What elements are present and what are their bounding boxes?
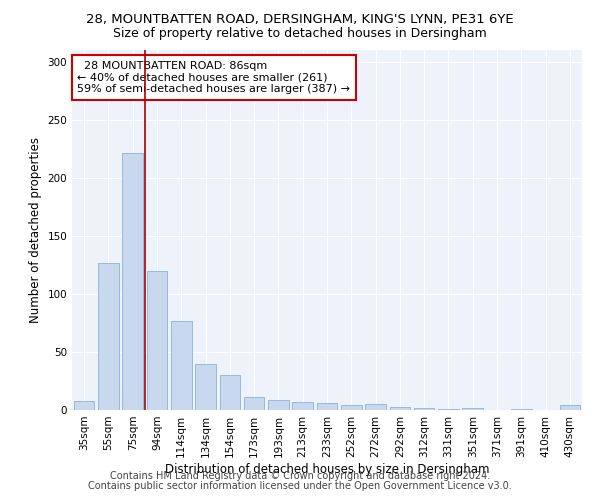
Text: 28 MOUNTBATTEN ROAD: 86sqm
← 40% of detached houses are smaller (261)
59% of sem: 28 MOUNTBATTEN ROAD: 86sqm ← 40% of deta…	[77, 61, 350, 94]
Text: Contains HM Land Registry data © Crown copyright and database right 2024.: Contains HM Land Registry data © Crown c…	[110, 471, 490, 481]
Bar	[365, 404, 386, 410]
Bar	[414, 408, 434, 410]
Text: Contains public sector information licensed under the Open Government Licence v3: Contains public sector information licen…	[88, 481, 512, 491]
Bar	[146, 270, 167, 410]
Bar	[463, 408, 483, 410]
Bar	[341, 406, 362, 410]
Bar	[389, 406, 410, 410]
Bar	[74, 400, 94, 410]
Bar	[171, 320, 191, 410]
Bar	[438, 409, 459, 410]
Y-axis label: Number of detached properties: Number of detached properties	[29, 137, 42, 323]
Text: 28, MOUNTBATTEN ROAD, DERSINGHAM, KING'S LYNN, PE31 6YE: 28, MOUNTBATTEN ROAD, DERSINGHAM, KING'S…	[86, 12, 514, 26]
X-axis label: Distribution of detached houses by size in Dersingham: Distribution of detached houses by size …	[165, 462, 489, 475]
Bar	[560, 406, 580, 410]
Bar	[317, 403, 337, 410]
Text: Size of property relative to detached houses in Dersingham: Size of property relative to detached ho…	[113, 28, 487, 40]
Bar	[268, 400, 289, 410]
Bar	[292, 402, 313, 410]
Bar	[98, 262, 119, 410]
Bar	[244, 397, 265, 410]
Bar	[511, 409, 532, 410]
Bar	[195, 364, 216, 410]
Bar	[220, 375, 240, 410]
Bar	[122, 154, 143, 410]
